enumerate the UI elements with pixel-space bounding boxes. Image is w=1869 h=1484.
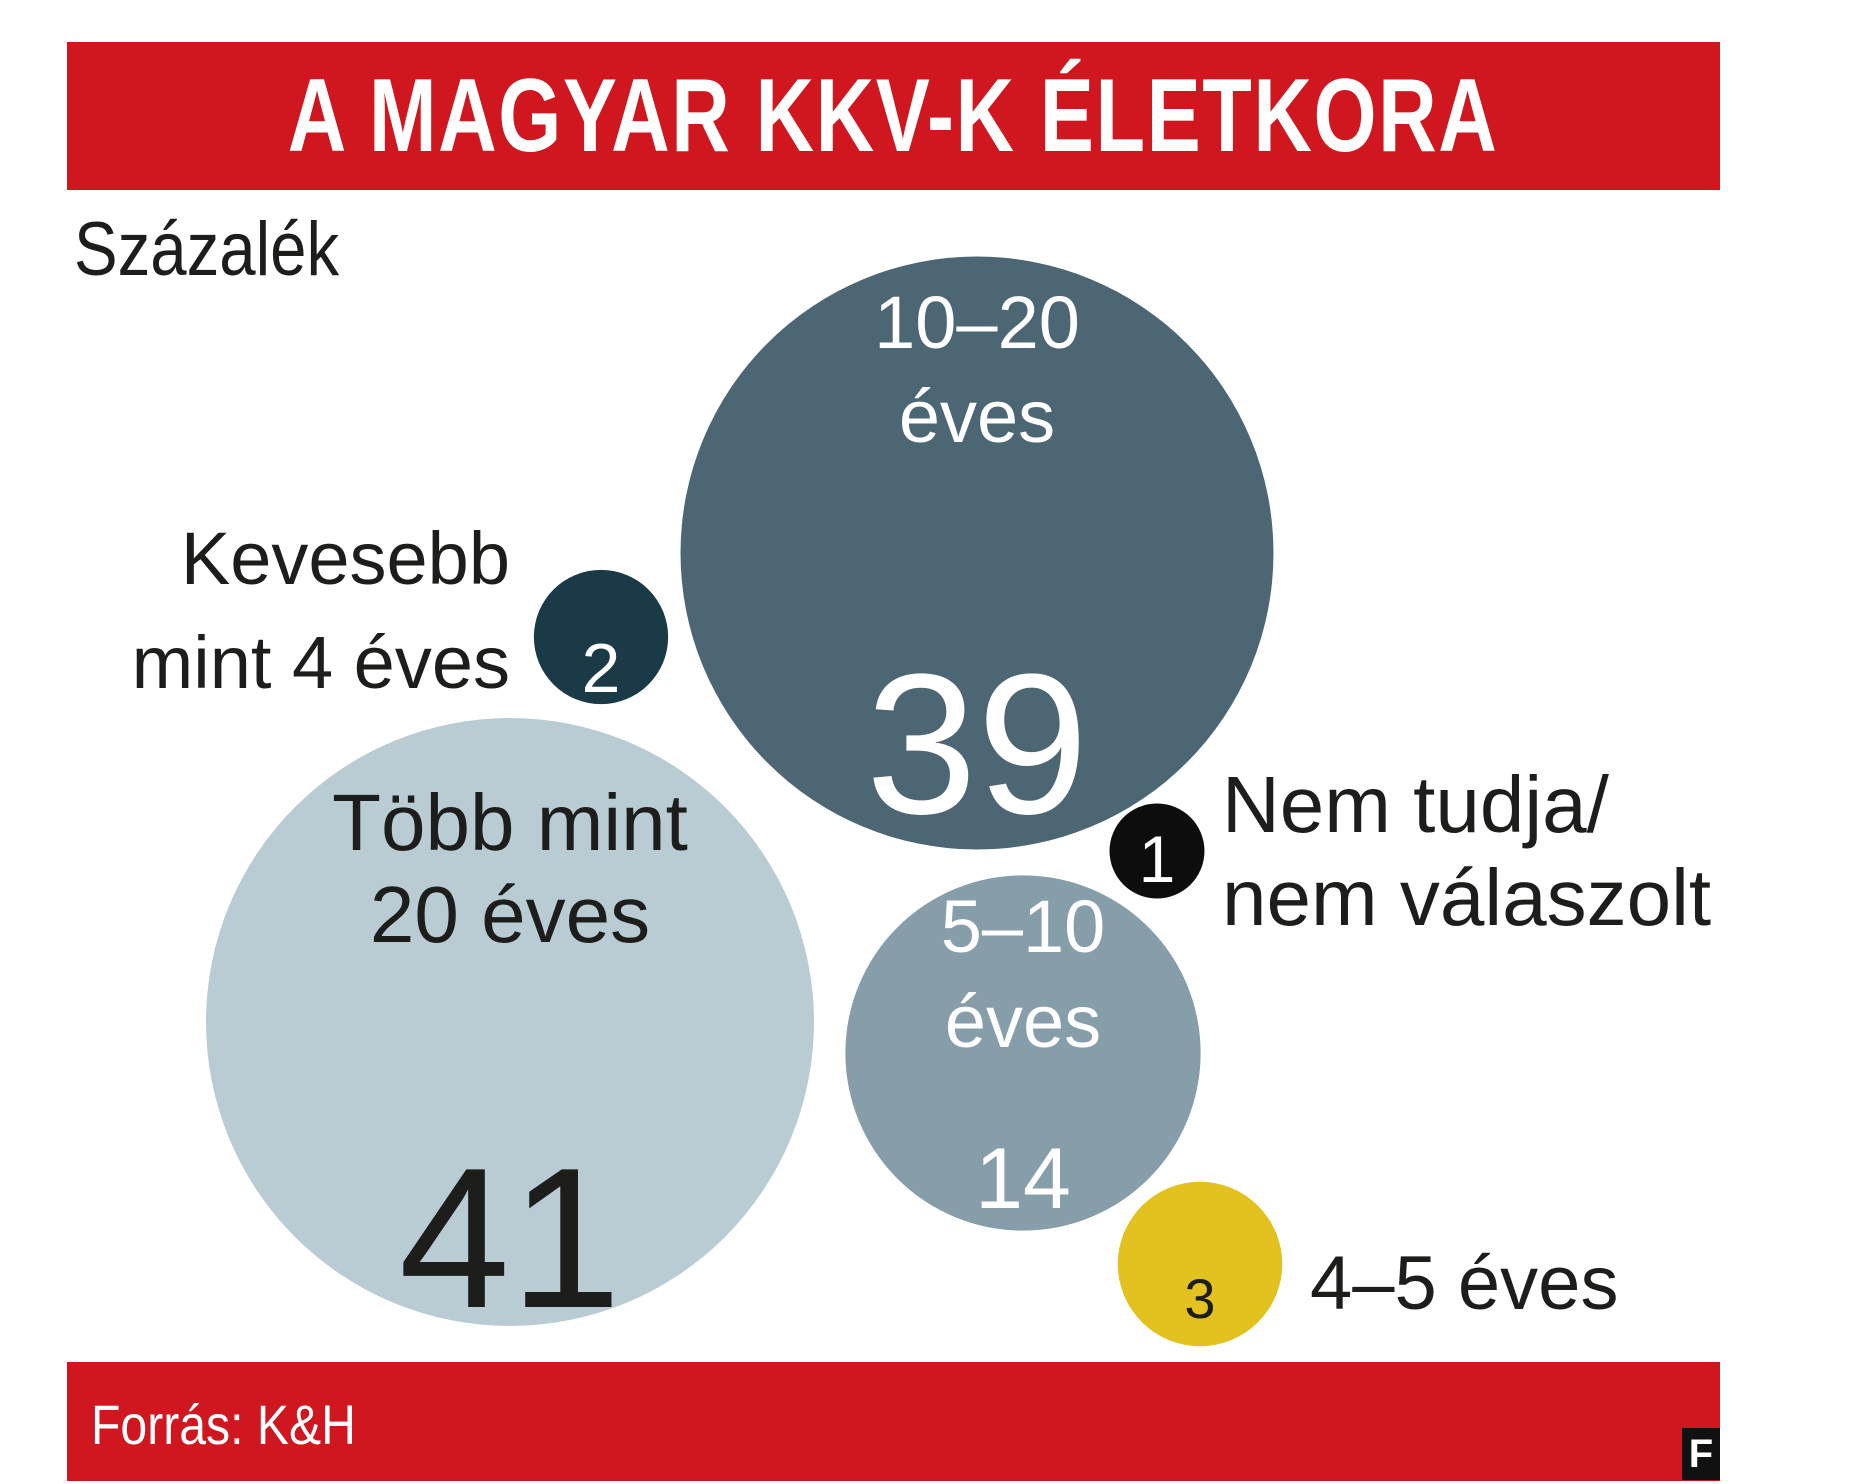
- bubble-value-kevesebb-mint-4-eves: 2: [582, 629, 621, 707]
- bubble-value-nem-tudja-nem-valaszolt: 1: [1139, 822, 1176, 896]
- source-label: Forrás: K&H: [91, 1393, 356, 1456]
- bubble-label-10-20-eves-line-1: 10–20: [874, 281, 1080, 364]
- source-banner: Forrás: K&H: [67, 1362, 1720, 1481]
- bubble-10-20-eves: [680, 256, 1274, 850]
- bubble-label-tobb-mint-20-eves-line-1: Több mint: [332, 778, 688, 867]
- bubble-label-10-20-eves-line-2: éves: [899, 375, 1055, 458]
- unit-label: Százalék: [74, 207, 340, 292]
- brand-logo: F: [1682, 1428, 1720, 1480]
- bubble-group-10-20-eves: 10–20 éves 39: [680, 256, 1274, 856]
- bubble-group-4-5-eves: 4–5 éves 3: [1117, 1181, 1618, 1347]
- bubble-group-kevesebb-mint-4-eves: Kevesebb mint 4 éves 2: [132, 517, 669, 707]
- bubble-label-nem-tudja-nem-valaszolt-line-2: nem válaszolt: [1222, 853, 1711, 942]
- bubble-label-kevesebb-mint-4-eves-line-2: mint 4 éves: [132, 621, 510, 704]
- bubble-label-nem-tudja-nem-valaszolt-line-1: Nem tudja/: [1222, 760, 1610, 849]
- bubble-label-5-10-eves-line-1: 5–10: [941, 885, 1106, 968]
- bubble-label-5-10-eves-line-2: éves: [945, 980, 1101, 1063]
- bubble-tobb-mint-20-eves: [206, 718, 814, 1326]
- bubble-label-tobb-mint-20-eves-line-2: 20 éves: [370, 870, 650, 959]
- bubble-label-kevesebb-mint-4-eves-line-1: Kevesebb: [181, 517, 510, 600]
- bubble-5-10-eves: [845, 875, 1201, 1231]
- bubble-value-4-5-eves: 3: [1184, 1267, 1215, 1330]
- chart-title: A MAGYAR KKV-K ÉLETKORA: [288, 57, 1499, 174]
- bubble-4-5-eves: [1117, 1181, 1283, 1347]
- bubble-label-4-5-eves-line-1: 4–5 éves: [1310, 1241, 1618, 1326]
- bubble-nem-tudja-nem-valaszolt: [1109, 803, 1205, 899]
- bubble-group-5-10-eves: 5–10 éves 14: [845, 875, 1201, 1231]
- bubble-value-10-20-eves: 39: [866, 633, 1088, 856]
- bubble-value-tobb-mint-20-eves: 41: [399, 1127, 621, 1350]
- bubble-group-nem-tudja-nem-valaszolt: Nem tudja/nem válaszolt 1: [1109, 760, 1711, 942]
- bubble-kevesebb-mint-4-eves: [533, 569, 669, 705]
- bubble-value-5-10-eves: 14: [975, 1131, 1071, 1227]
- title-banner: A MAGYAR KKV-K ÉLETKORA: [67, 42, 1720, 190]
